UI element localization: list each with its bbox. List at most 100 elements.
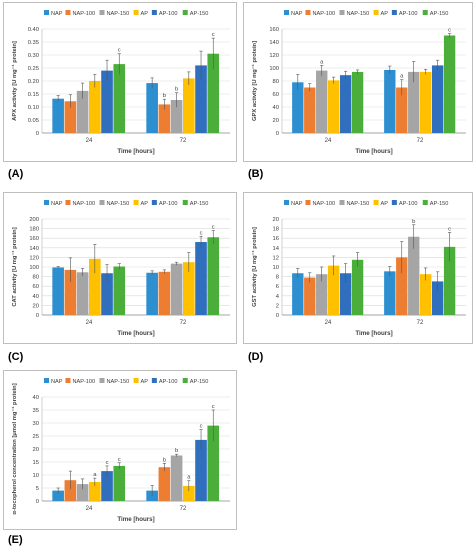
y-tick-label: 0.25: [28, 66, 39, 72]
significance-label: c: [118, 48, 121, 54]
x-tick-label: 72: [180, 138, 187, 144]
bar: [443, 35, 456, 133]
bar: [89, 81, 101, 133]
bar: [113, 266, 126, 315]
legend: NAP NAP-100 NAP-150 AP AP-100 AP-150: [284, 10, 448, 17]
legend-swatch: [65, 378, 71, 383]
legend-item: AP-150: [182, 378, 208, 385]
bar: [292, 273, 304, 315]
bar: [158, 104, 171, 133]
legend-item: NAP: [284, 200, 303, 207]
legend-swatch: [99, 10, 105, 15]
bar: [384, 69, 396, 133]
bar: [339, 273, 352, 315]
y-tick-label: 0.20: [28, 79, 39, 85]
bar: [339, 75, 352, 133]
legend-item: NAP-150: [99, 200, 130, 207]
bar: [64, 269, 77, 315]
y-tick-label: 0: [36, 131, 39, 137]
chart-a: NAP NAP-100 NAP-150 AP AP-100 AP-150 0 0.05 0.10…: [11, 10, 230, 155]
bar: [76, 272, 89, 315]
panel-label-d: (D): [248, 351, 264, 363]
legend-item: AP-100: [151, 378, 178, 385]
chart-c: NAP NAP-100 NAP-150 AP AP-100 AP-150 0 20 40 60 80…: [11, 200, 230, 337]
bar: [396, 87, 408, 133]
legend-item: NAP-100: [305, 10, 335, 17]
legend-swatch: [151, 200, 157, 205]
y-tick-label: 0.05: [28, 118, 39, 124]
bar: [408, 71, 420, 133]
legend-label: NAP-100: [72, 201, 95, 207]
legend-label: AP-150: [190, 201, 209, 207]
significance-label: b: [412, 219, 415, 225]
bar: [64, 480, 77, 501]
legend-item: AP: [373, 200, 388, 207]
x-axis-label: Time [hours]: [117, 148, 154, 155]
y-tick-label: 80: [273, 79, 279, 85]
legend-label: AP-150: [190, 11, 209, 17]
y-tick-label: 20: [33, 447, 39, 453]
bar: [328, 265, 340, 315]
panel-label-e: (E): [8, 534, 23, 546]
bar: [101, 471, 113, 501]
significance-label: c: [106, 460, 109, 466]
legend-label: AP-100: [399, 201, 418, 207]
panel-label-a: (A): [8, 168, 24, 180]
x-axis-label: Time [hours]: [117, 516, 154, 523]
y-tick-label: 200: [29, 217, 39, 223]
bar: [195, 242, 207, 315]
legend-item: AP: [133, 378, 148, 385]
bar: [431, 281, 444, 315]
bar: [76, 90, 89, 133]
legend-swatch: [391, 10, 397, 15]
y-tick-label: 0: [276, 313, 279, 319]
y-tick-label: 20: [33, 303, 39, 309]
legend-label: AP-100: [159, 201, 178, 207]
legend-swatch: [99, 200, 105, 205]
legend-label: NAP: [291, 201, 303, 207]
x-axis-label: Time [hours]: [355, 330, 392, 337]
legend-swatch: [339, 200, 345, 205]
legend-label: NAP-100: [312, 11, 335, 17]
bar: [113, 465, 126, 501]
legend-label: NAP-150: [347, 11, 370, 17]
legend-swatch: [65, 10, 71, 15]
legend-item: AP-150: [182, 10, 209, 17]
bar: [316, 274, 328, 315]
legend-item: NAP-150: [339, 10, 370, 17]
bar: [328, 80, 340, 133]
bar: [304, 277, 316, 315]
y-tick-label: 8: [276, 275, 279, 281]
legend-item: AP-100: [391, 200, 418, 207]
legend-label: NAP-100: [72, 11, 95, 17]
panel-e: NAP NAP-100 NAP-150 AP AP-100 AP-150 0 5 10 15 20 2…: [3, 370, 237, 530]
legend: NAP NAP-100 NAP-150 AP AP-100 AP-150: [284, 200, 448, 207]
y-tick-label: 0.30: [28, 53, 39, 59]
panel-c: NAP NAP-100 NAP-150 AP AP-100 AP-150 0 20 40 60 80…: [3, 192, 237, 344]
legend-label: AP-150: [430, 201, 449, 207]
chart-b: NAP NAP-100 NAP-150 AP AP-100 AP-150 0 20 40 60 80…: [251, 10, 466, 155]
x-tick-label: 24: [325, 138, 332, 144]
bar: [64, 101, 77, 133]
bar: [158, 467, 171, 501]
legend-swatch: [182, 10, 188, 15]
x-tick-label: 72: [417, 320, 424, 326]
y-axis-label: α-tocopherol concentration [μmol mg⁻¹ pr…: [11, 383, 18, 514]
legend-label: NAP-150: [107, 201, 130, 207]
legend-label: AP: [381, 11, 389, 17]
y-axis-label: CAT activity [U mg⁻¹ protein]: [11, 227, 18, 306]
legend-item: NAP: [44, 10, 63, 17]
legend-swatch: [305, 200, 311, 205]
bar: [183, 485, 195, 501]
significance-label: c: [448, 226, 451, 232]
y-tick-label: 10: [273, 265, 279, 271]
legend-item: NAP: [44, 378, 63, 385]
y-tick-label: 140: [29, 246, 39, 252]
legend-swatch: [44, 200, 49, 205]
legend-swatch: [305, 10, 311, 15]
significance-label: c: [448, 28, 451, 34]
y-tick-label: 0.15: [28, 92, 39, 98]
y-tick-label: 120: [269, 53, 279, 59]
bar: [89, 258, 101, 315]
legend-label: NAP-150: [107, 11, 130, 17]
